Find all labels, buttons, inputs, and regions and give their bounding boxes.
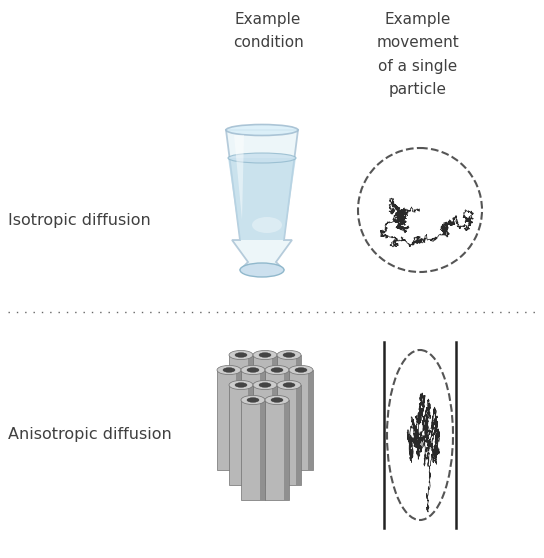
Text: Example
condition: Example condition (233, 12, 304, 50)
Ellipse shape (247, 398, 259, 402)
Bar (260, 400, 265, 500)
Ellipse shape (240, 263, 284, 277)
Ellipse shape (271, 368, 283, 372)
Ellipse shape (229, 381, 253, 389)
Ellipse shape (277, 350, 301, 359)
Bar (296, 385, 301, 485)
Ellipse shape (228, 153, 296, 163)
Ellipse shape (252, 217, 282, 233)
Bar (248, 355, 253, 455)
Ellipse shape (217, 365, 241, 374)
Ellipse shape (235, 353, 247, 357)
Ellipse shape (253, 350, 277, 359)
Ellipse shape (226, 124, 298, 136)
Ellipse shape (283, 383, 295, 387)
Ellipse shape (259, 383, 271, 387)
Bar (265, 370, 289, 470)
Ellipse shape (265, 365, 289, 374)
Polygon shape (226, 130, 298, 270)
Bar (284, 400, 289, 500)
Ellipse shape (223, 368, 235, 372)
Ellipse shape (241, 396, 265, 405)
Ellipse shape (235, 383, 247, 387)
Bar (289, 370, 313, 470)
Bar (265, 400, 289, 500)
Bar (229, 355, 253, 455)
Bar (308, 370, 313, 470)
Ellipse shape (283, 353, 295, 357)
Text: Anisotropic diffusion: Anisotropic diffusion (8, 427, 172, 442)
Bar (272, 355, 277, 455)
Ellipse shape (259, 353, 271, 357)
Polygon shape (234, 135, 244, 220)
Ellipse shape (241, 365, 265, 374)
Bar (241, 370, 265, 470)
Bar (284, 370, 289, 470)
Ellipse shape (229, 350, 253, 359)
Bar (277, 355, 301, 455)
Bar (236, 370, 241, 470)
Ellipse shape (271, 398, 283, 402)
Text: Isotropic diffusion: Isotropic diffusion (8, 213, 151, 228)
Ellipse shape (253, 381, 277, 389)
Bar (217, 370, 241, 470)
Bar (260, 370, 265, 470)
Polygon shape (228, 158, 296, 240)
Bar (229, 385, 253, 485)
Text: Example
movement
of a single
particle: Example movement of a single particle (376, 12, 459, 97)
Bar (277, 385, 301, 485)
Ellipse shape (247, 368, 259, 372)
Bar (253, 355, 277, 455)
Ellipse shape (277, 381, 301, 389)
Ellipse shape (295, 368, 307, 372)
Ellipse shape (265, 396, 289, 405)
Bar (296, 355, 301, 455)
Ellipse shape (289, 365, 313, 374)
Bar (241, 400, 265, 500)
Bar (272, 385, 277, 485)
Bar (248, 385, 253, 485)
Bar (253, 385, 277, 485)
